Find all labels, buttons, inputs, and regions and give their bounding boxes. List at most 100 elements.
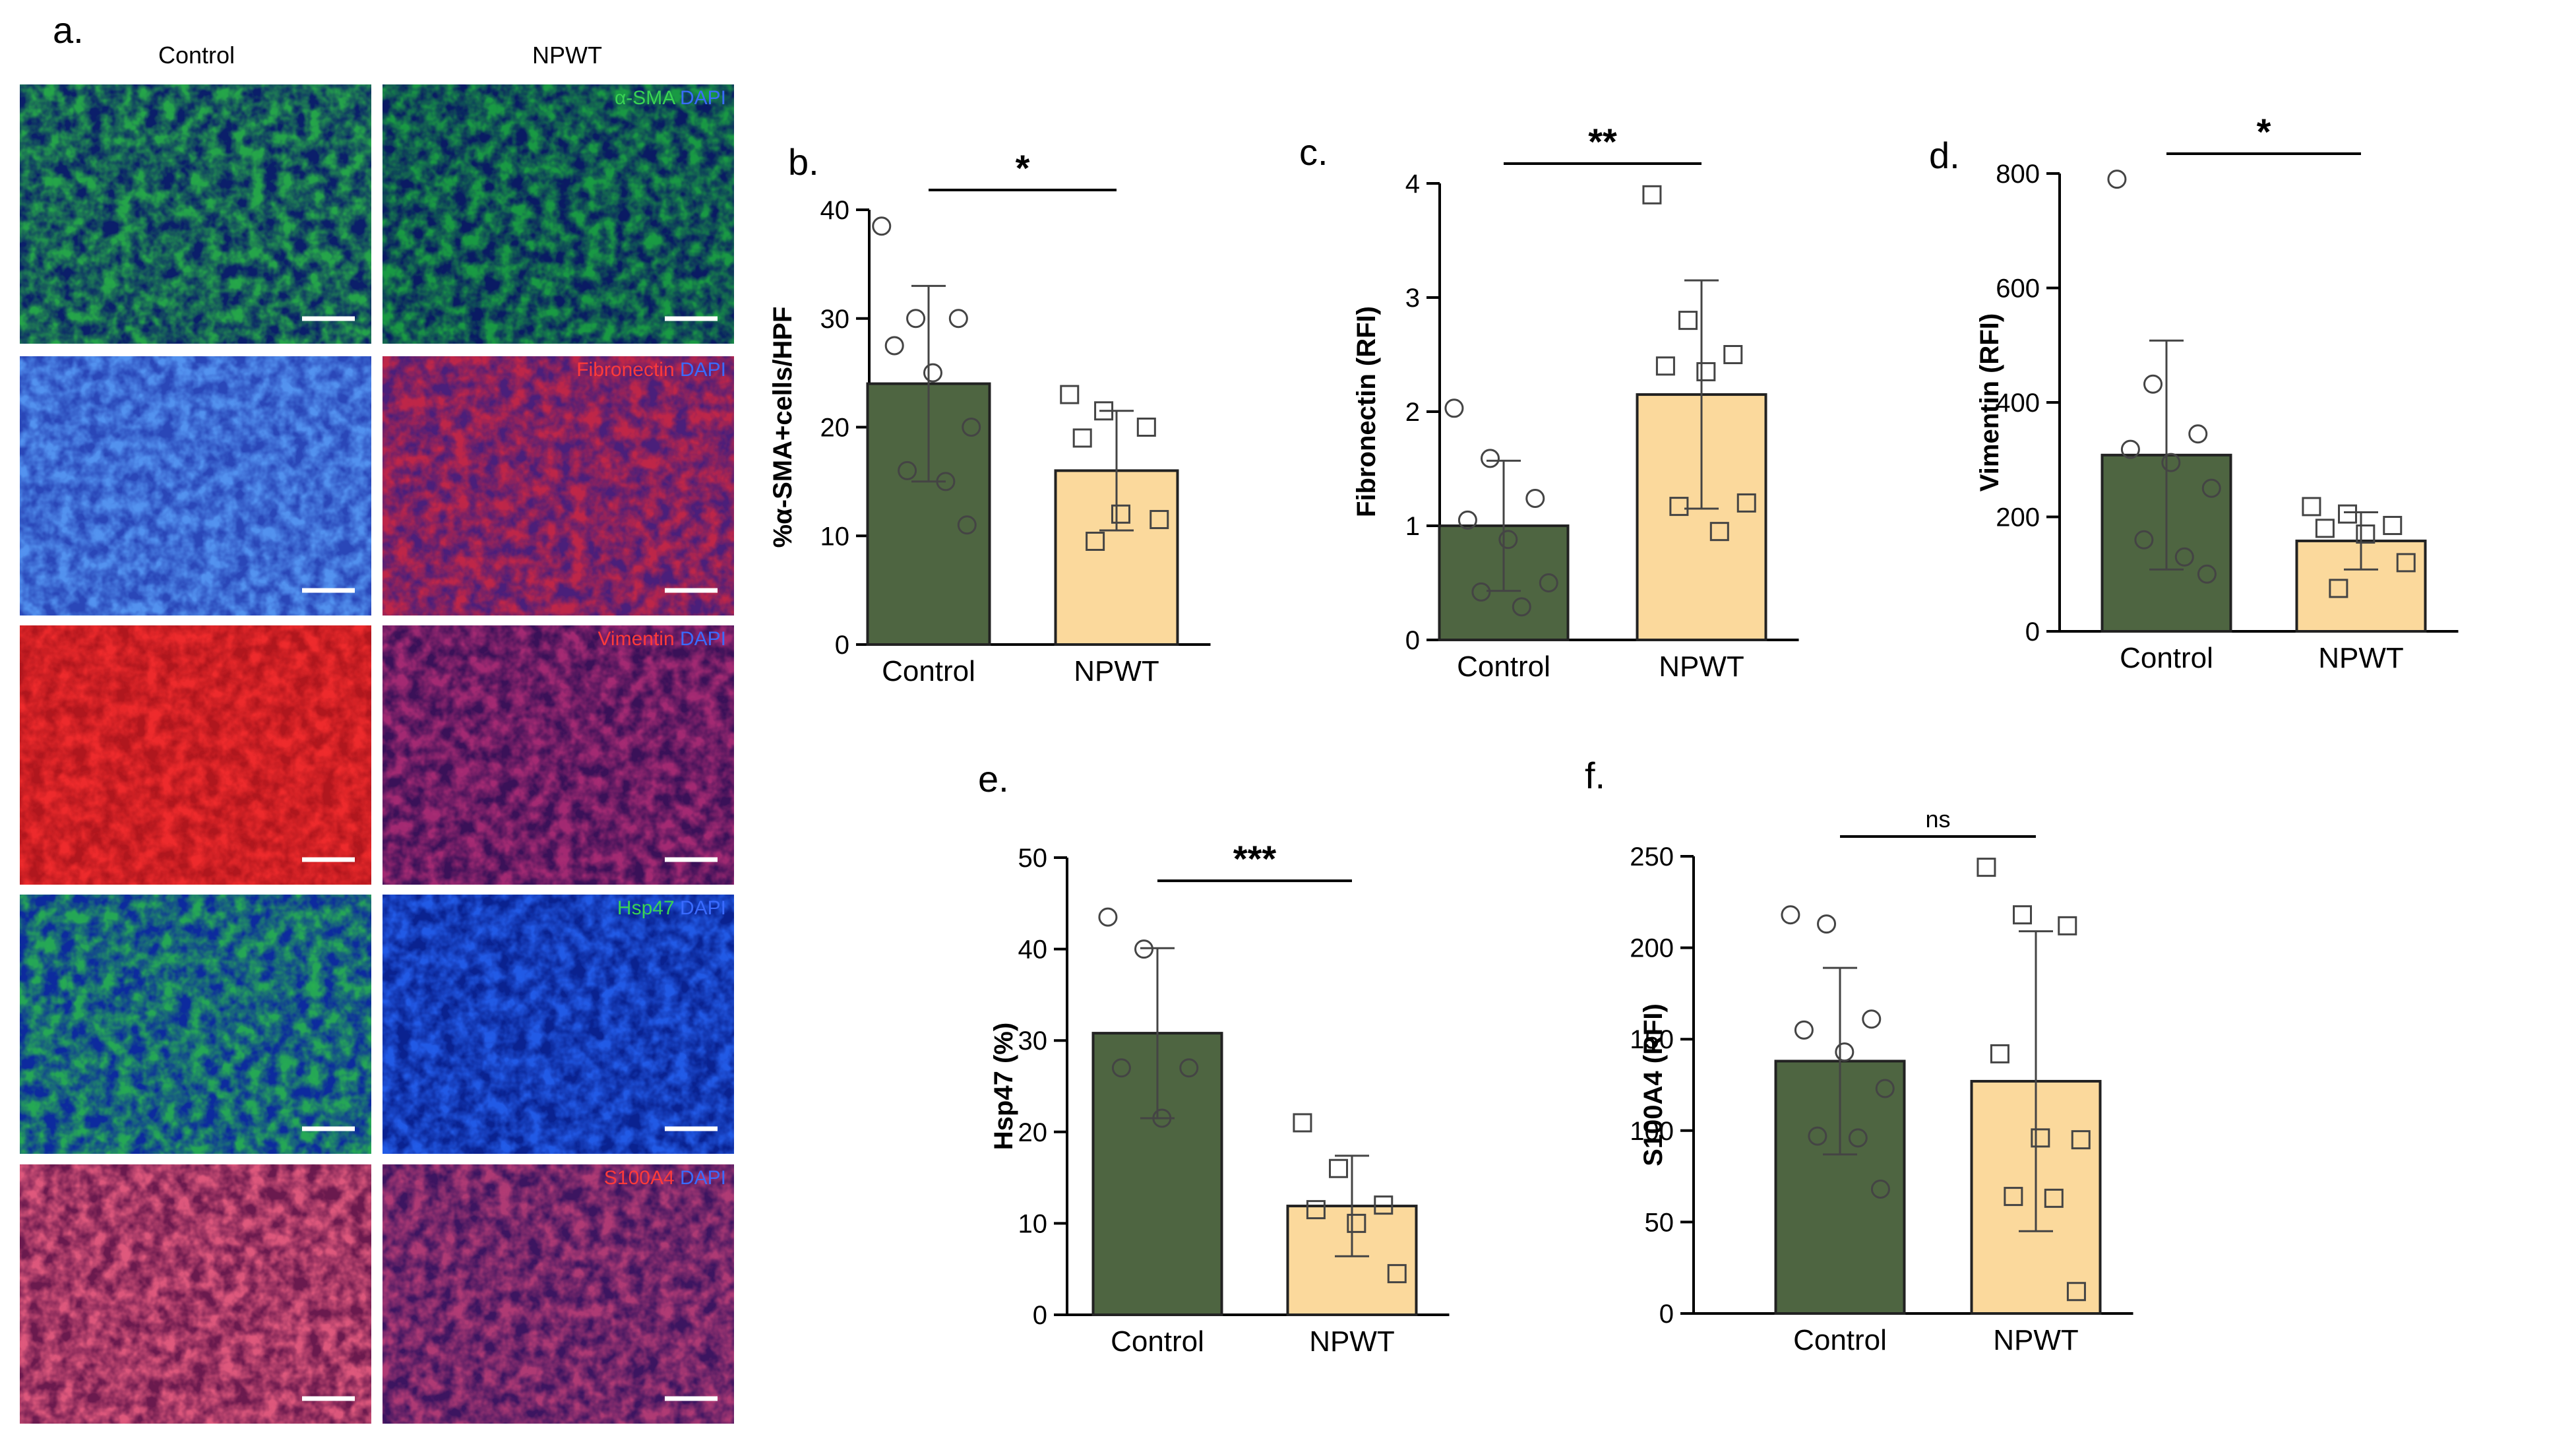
data-point-npwt xyxy=(1111,504,1130,524)
data-point-npwt xyxy=(2013,905,2033,925)
stain-label: S100A4 DAPI xyxy=(604,1167,726,1189)
y-tick-label: 400 xyxy=(1996,389,2040,418)
data-point-control xyxy=(948,309,968,329)
data-point-control xyxy=(1862,1009,1882,1029)
data-point-npwt xyxy=(1642,185,1662,205)
y-tick-label: 1 xyxy=(1405,512,1420,541)
panel-letter: b. xyxy=(788,141,819,183)
data-point-control xyxy=(957,515,977,535)
data-point-npwt xyxy=(2066,1282,2086,1302)
data-point-npwt xyxy=(1990,1044,2009,1063)
x-category-label: Control xyxy=(1111,1325,1204,1358)
micrograph-texture xyxy=(20,895,371,1154)
stain-name: Vimentin xyxy=(598,628,680,650)
data-point-control xyxy=(1498,530,1518,550)
data-point-control xyxy=(1875,1079,1895,1098)
micrograph-texture xyxy=(383,1164,734,1424)
x-category-label: Control xyxy=(882,655,975,687)
data-point-npwt xyxy=(2302,497,2321,517)
data-point-control xyxy=(2134,530,2154,550)
panel-a-letter: a. xyxy=(53,9,84,51)
y-tick-label: 3 xyxy=(1405,284,1420,313)
y-axis-label: S100A4 (RFI) xyxy=(1639,1003,1668,1166)
y-tick-label: 10 xyxy=(1018,1209,1048,1238)
y-axis-label: Vimentin (RFI) xyxy=(1975,313,2004,491)
y-axis-label: %α-SMA+cells/HPF xyxy=(768,307,797,548)
data-point-npwt xyxy=(1977,858,1996,877)
data-point-npwt xyxy=(2058,916,2077,935)
micrograph-texture xyxy=(20,84,371,344)
data-point-npwt xyxy=(1094,401,1114,421)
counterstain-name: DAPI xyxy=(680,897,726,919)
y-tick-label: 800 xyxy=(1996,160,2040,189)
counterstain-name: DAPI xyxy=(680,628,726,650)
data-point-control xyxy=(1098,907,1118,927)
data-point-control xyxy=(1817,914,1837,934)
data-point-control xyxy=(1512,597,1531,617)
significance-label: * xyxy=(2257,111,2271,152)
y-tick-label: 150 xyxy=(1630,1025,1674,1054)
y-tick-label: 250 xyxy=(1630,842,1674,871)
data-point-npwt xyxy=(2338,504,2358,524)
x-category-label: Control xyxy=(1793,1324,1887,1356)
x-category-label: NPWT xyxy=(1309,1325,1395,1358)
stain-label: Fibronectin DAPI xyxy=(576,359,726,381)
stain-name: α-SMA xyxy=(615,87,680,109)
micrograph-npwt-4: S100A4 DAPI xyxy=(383,1164,734,1424)
data-point-npwt xyxy=(1709,522,1729,542)
y-tick-label: 0 xyxy=(1659,1300,1674,1329)
data-point-npwt xyxy=(2071,1130,2091,1150)
data-point-npwt xyxy=(1736,493,1756,513)
data-point-control xyxy=(1179,1058,1199,1078)
data-point-control xyxy=(2197,564,2217,584)
data-point-npwt xyxy=(1696,362,1716,381)
data-point-control xyxy=(1870,1180,1890,1199)
stain-name: Hsp47 xyxy=(617,897,680,919)
data-point-control xyxy=(2120,439,2140,459)
data-point-control xyxy=(1444,398,1464,418)
data-point-control xyxy=(1794,1020,1814,1040)
y-tick-label: 50 xyxy=(1018,844,1048,873)
data-point-npwt xyxy=(2315,519,2335,538)
data-point-control xyxy=(2143,374,2163,394)
y-tick-label: 4 xyxy=(1405,170,1420,199)
x-category-label: NPWT xyxy=(2318,642,2404,674)
data-point-control xyxy=(1481,449,1500,468)
micrograph-texture xyxy=(383,356,734,616)
micrograph-npwt-3: Hsp47 DAPI xyxy=(383,895,734,1154)
data-point-npwt xyxy=(1387,1264,1407,1284)
counterstain-name: DAPI xyxy=(680,87,726,109)
y-tick-label: 10 xyxy=(820,522,850,551)
y-tick-label: 40 xyxy=(1018,935,1048,964)
panel-letter: f. xyxy=(1585,755,1605,796)
stain-name: S100A4 xyxy=(604,1167,680,1189)
data-point-control xyxy=(923,363,942,383)
y-tick-label: 30 xyxy=(820,305,850,334)
data-point-control xyxy=(1539,573,1558,592)
y-tick-label: 100 xyxy=(1630,1117,1674,1146)
y-tick-label: 2 xyxy=(1405,398,1420,427)
chart-panel-b: b. 0 10 20 30 40 %α-SMA+cells/HPF Control NPWT * xyxy=(768,141,1211,687)
data-point-npwt xyxy=(2329,579,2348,598)
y-tick-label: 200 xyxy=(1996,503,2040,532)
y-tick-label: 0 xyxy=(1033,1301,1047,1330)
chart-panel-e: e. 0 10 20 30 40 50 Hsp47 (%) Control NPWT *** xyxy=(978,758,1450,1358)
data-point-control xyxy=(2161,453,2181,472)
data-point-npwt xyxy=(1150,510,1169,530)
data-point-control xyxy=(1111,1058,1131,1078)
data-point-control xyxy=(2107,170,2127,189)
data-point-control xyxy=(1781,905,1800,925)
data-point-control xyxy=(2174,547,2194,567)
y-axis-label: Hsp47 (%) xyxy=(989,1023,1018,1150)
data-point-control xyxy=(1835,1042,1855,1062)
data-point-control xyxy=(2201,478,2221,498)
x-category-label: Control xyxy=(1457,650,1550,683)
data-point-npwt xyxy=(1072,428,1092,448)
x-category-label: NPWT xyxy=(1659,650,1744,683)
data-point-npwt xyxy=(1655,356,1675,376)
y-tick-label: 30 xyxy=(1018,1027,1048,1056)
data-point-control xyxy=(1134,939,1154,959)
data-point-npwt xyxy=(1086,531,1105,551)
